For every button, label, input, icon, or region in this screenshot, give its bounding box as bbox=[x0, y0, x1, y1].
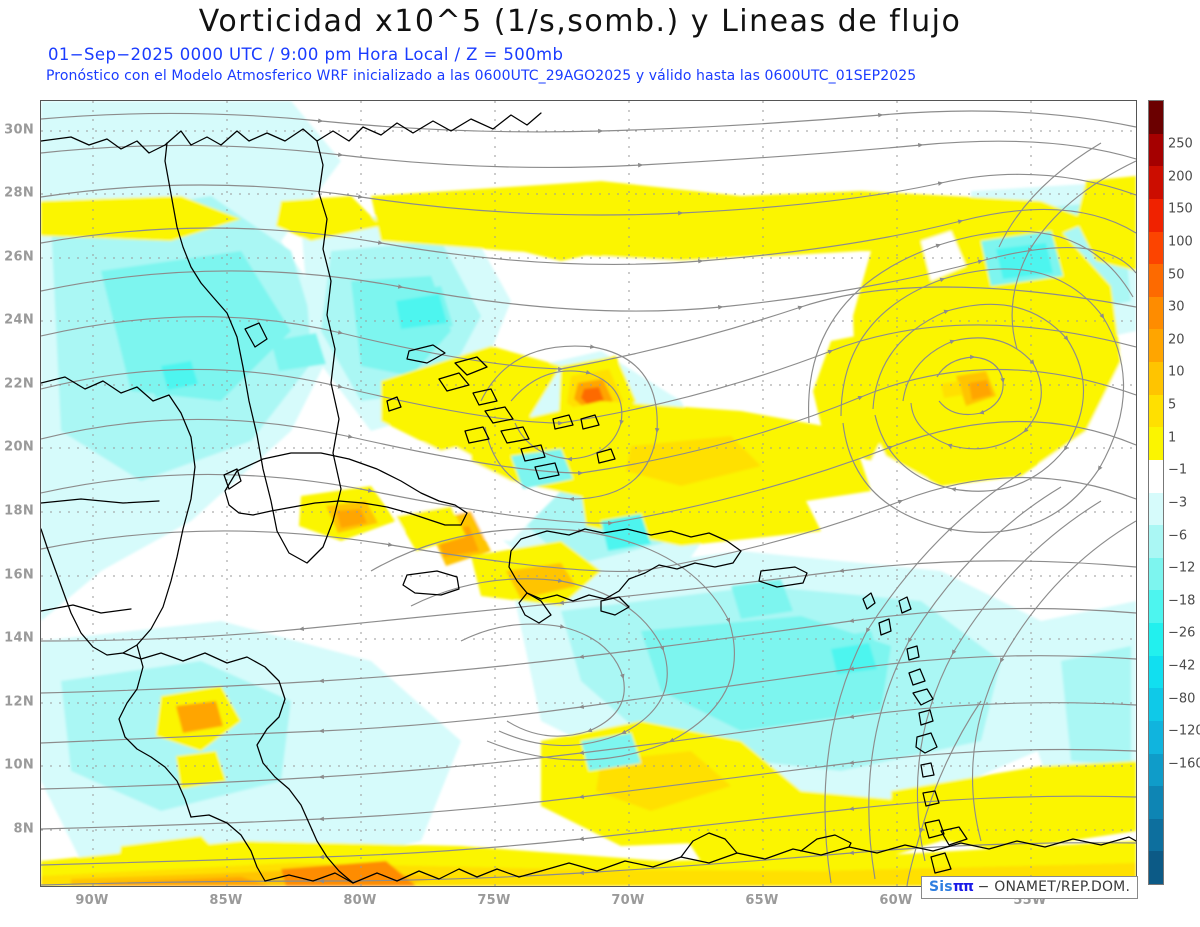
xtick-90W: 90W bbox=[75, 893, 109, 908]
ytick-30N: 30N bbox=[4, 122, 34, 138]
coastline-layer bbox=[41, 112, 1136, 884]
xtick-60W: 60W bbox=[879, 893, 913, 908]
colorbar-segment-21 bbox=[1149, 786, 1163, 819]
colorbar-labels: 250 200 150 100 50 30 20 10 5 1 −1 −3 −6 −12 −18 −26 −42… bbox=[1168, 100, 1200, 885]
colorbar-segment-23 bbox=[1149, 851, 1163, 884]
colorbar-segment-5 bbox=[1149, 264, 1163, 297]
attribution-org: ONAMET/REP.DOM. bbox=[994, 879, 1131, 895]
ytick-22N: 22N bbox=[4, 376, 34, 392]
ytick-12N: 12N bbox=[4, 694, 34, 710]
colorbar-segment-8 bbox=[1149, 362, 1163, 395]
colorbar-segment-16 bbox=[1149, 623, 1163, 656]
ytick-20N: 20N bbox=[4, 439, 34, 455]
ytick-28N: 28N bbox=[4, 185, 34, 201]
colorbar-segment-7 bbox=[1149, 329, 1163, 362]
xtick-85W: 85W bbox=[209, 893, 243, 908]
xtick-75W: 75W bbox=[477, 893, 511, 908]
ytick-16N: 16N bbox=[4, 567, 34, 583]
colorbar-tick--80: −80 bbox=[1168, 691, 1196, 707]
map-plot-area[interactable] bbox=[40, 100, 1137, 887]
colorbar-tick-20: 20 bbox=[1168, 332, 1185, 348]
colorbar-segment-2 bbox=[1149, 166, 1163, 199]
colorbar-tick--26: −26 bbox=[1168, 625, 1196, 641]
colorbar-segment-6 bbox=[1149, 296, 1163, 330]
colorbar-segment-20 bbox=[1149, 753, 1163, 787]
colorbar-segment-10 bbox=[1149, 427, 1163, 460]
colorbar-segment-12 bbox=[1149, 492, 1163, 526]
colorbar-segment-3 bbox=[1149, 198, 1163, 232]
ytick-8N: 8N bbox=[13, 821, 34, 837]
colorbar-tick-100: 100 bbox=[1168, 234, 1193, 250]
colorbar-tick-1: 1 bbox=[1168, 430, 1177, 446]
colorbar-tick-5: 5 bbox=[1168, 397, 1177, 413]
colorbar-segment-13 bbox=[1149, 525, 1163, 558]
attribution-dash: − bbox=[977, 879, 990, 895]
page-title: Vorticidad x10^5 (1/s,somb.) y Lineas de… bbox=[198, 4, 962, 39]
colorbar-tick--42: −42 bbox=[1168, 658, 1196, 674]
colorbar-segment-18 bbox=[1149, 688, 1163, 721]
colorbar-tick--120: −120 bbox=[1168, 723, 1200, 739]
xtick-65W: 65W bbox=[745, 893, 779, 908]
sis-brand-text: Sis bbox=[929, 879, 953, 895]
ytick-18N: 18N bbox=[4, 503, 34, 519]
colorbar-tick-200: 200 bbox=[1168, 169, 1193, 185]
colorbar[interactable] bbox=[1148, 100, 1164, 885]
colorbar-segment-14 bbox=[1149, 557, 1163, 591]
colorbar-segment-15 bbox=[1149, 590, 1163, 623]
colorbar-tick-150: 150 bbox=[1168, 201, 1193, 217]
xtick-70W: 70W bbox=[611, 893, 645, 908]
attribution-badge: Sisππ − ONAMET/REP.DOM. bbox=[921, 876, 1139, 899]
colorbar-segment-22 bbox=[1149, 818, 1163, 852]
colorbar-tick--6: −6 bbox=[1168, 528, 1188, 544]
sis-brand-suffix: ππ bbox=[952, 879, 974, 895]
colorbar-tick--18: −18 bbox=[1168, 593, 1196, 609]
streamline-layer bbox=[41, 110, 1136, 886]
ytick-26N: 26N bbox=[4, 249, 34, 265]
map-canvas bbox=[41, 101, 1136, 886]
colorbar-segment-9 bbox=[1149, 394, 1163, 428]
model-run-subtitle: Pronóstico con el Modelo Atmosferico WRF… bbox=[46, 68, 917, 84]
colorbar-tick-30: 30 bbox=[1168, 299, 1185, 315]
colorbar-tick--160: −160 bbox=[1168, 756, 1200, 772]
colorbar-segment-0 bbox=[1149, 101, 1163, 134]
xtick-80W: 80W bbox=[343, 893, 377, 908]
colorbar-segment-17 bbox=[1149, 655, 1163, 689]
colorbar-tick--1: −1 bbox=[1168, 462, 1188, 478]
valid-time-subtitle: 01−Sep−2025 0000 UTC / 9:00 pm Hora Loca… bbox=[48, 45, 564, 64]
colorbar-segment-11 bbox=[1149, 459, 1163, 493]
colorbar-tick--12: −12 bbox=[1168, 560, 1196, 576]
ytick-24N: 24N bbox=[4, 312, 34, 328]
colorbar-segment-19 bbox=[1149, 720, 1163, 754]
ytick-14N: 14N bbox=[4, 630, 34, 646]
colorbar-segment-1 bbox=[1149, 133, 1163, 167]
ytick-10N: 10N bbox=[4, 757, 34, 773]
colorbar-tick-50: 50 bbox=[1168, 267, 1185, 283]
colorbar-segment-4 bbox=[1149, 231, 1163, 265]
colorbar-tick-250: 250 bbox=[1168, 136, 1193, 152]
colorbar-tick-10: 10 bbox=[1168, 364, 1185, 380]
latitude-axis: 30N 28N 26N 24N 22N 20N 18N 16N 14N 12N … bbox=[0, 0, 38, 927]
colorbar-tick--3: −3 bbox=[1168, 495, 1188, 511]
